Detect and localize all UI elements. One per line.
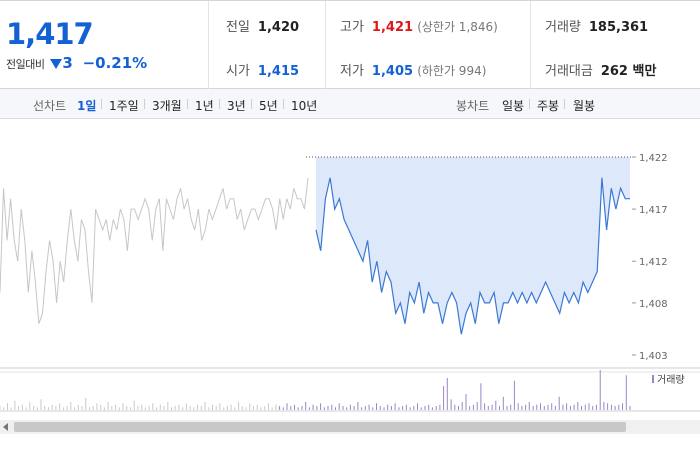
horizontal-scrollbar[interactable] — [0, 420, 700, 434]
today-area-fill — [316, 157, 630, 335]
stat-value: 1,405 — [371, 64, 414, 79]
previous-session-line — [0, 177, 309, 324]
stat-value: 1,415 — [257, 64, 300, 79]
stat-low: 저가 1,405 (하한가 994) — [340, 60, 486, 79]
stat-value: 185,361 — [588, 20, 649, 35]
scrollbar-thumb[interactable] — [14, 422, 626, 432]
y-axis-ticks: 1,422 1,417 1,412 1,408 1,403 — [632, 153, 668, 362]
line-chart-label: 선차트 — [33, 99, 67, 113]
y-tick-label: 1,408 — [639, 299, 668, 310]
separator — [144, 99, 145, 109]
lower-limit-text: (하한가 994) — [417, 64, 487, 78]
period-1y[interactable]: 1년 — [195, 99, 214, 113]
volume-legend-label: 거래량 — [657, 374, 685, 386]
separator — [187, 99, 188, 109]
period-3y[interactable]: 3년 — [227, 99, 246, 113]
stat-label: 거래량 — [545, 20, 581, 35]
previous-session-series — [0, 177, 309, 324]
upper-limit-text: (상한가 1,846) — [417, 20, 498, 34]
period-1d[interactable]: 1일 — [77, 99, 97, 113]
volume-legend-swatch — [652, 375, 654, 383]
stat-label: 거래대금 — [545, 64, 593, 79]
period-1w[interactable]: 1주일 — [109, 99, 139, 113]
stats-table: 전일 1,420 시가 1,415 고가 1,421 (상한가 1,846) 저가 1,… — [210, 1, 700, 89]
period-5y[interactable]: 5년 — [259, 99, 278, 113]
today-price-line — [315, 177, 630, 335]
stat-value: 1,421 — [371, 20, 414, 35]
change-label: 전일대비 — [6, 58, 45, 71]
stat-high: 고가 1,421 (상한가 1,846) — [340, 16, 498, 35]
stats-column-1: 전일 1,420 시가 1,415 — [210, 1, 325, 89]
scroll-left-icon[interactable] — [3, 423, 8, 431]
stat-prev-close: 전일 1,420 — [226, 16, 299, 35]
candle-weekly[interactable]: 주봉 — [537, 99, 560, 113]
y-tick-label: 1,403 — [639, 351, 668, 362]
current-price-box: 1,417 전일대비 3 −0.21% — [0, 1, 209, 89]
stat-label: 고가 — [340, 20, 364, 35]
stat-label: 전일 — [226, 20, 250, 35]
stat-value: 1,420 — [257, 20, 300, 35]
separator — [219, 99, 220, 109]
stat-label: 시가 — [226, 64, 250, 79]
y-tick-label: 1,412 — [639, 257, 668, 268]
period-10y[interactable]: 10년 — [291, 99, 318, 113]
separator — [529, 99, 530, 109]
candle-chart-label: 봉차트 — [456, 99, 490, 113]
chart-grid — [0, 367, 700, 412]
separator — [101, 99, 102, 109]
price-chart: 1,422 1,417 1,412 1,408 1,403 거래량 — [0, 153, 700, 412]
down-arrow-icon — [50, 59, 63, 69]
candle-monthly[interactable]: 월봉 — [573, 99, 596, 113]
candle-daily[interactable]: 일봉 — [502, 99, 525, 113]
y-tick-label: 1,417 — [639, 205, 668, 216]
current-price: 1,417 — [6, 17, 94, 51]
change-percent: −0.21% — [82, 54, 148, 72]
stat-open: 시가 1,415 — [226, 60, 299, 79]
change-value: 3 — [62, 54, 73, 72]
y-tick-label: 1,422 — [639, 153, 668, 164]
stat-label: 저가 — [340, 64, 364, 79]
today-series — [306, 156, 632, 335]
separator — [251, 99, 252, 109]
separator — [283, 99, 284, 109]
stat-turnover: 거래대금 262 백만 — [545, 60, 656, 79]
volume-panel: 거래량 — [0, 370, 685, 410]
quote-panel: 1,417 전일대비 3 −0.21% 전일 1,420 시가 1,415 고가 1,… — [0, 0, 700, 89]
stats-column-3: 거래량 185,361 거래대금 262 백만 — [530, 1, 700, 89]
period-3m[interactable]: 3개월 — [152, 99, 182, 113]
separator — [564, 99, 565, 109]
change-row: 전일대비 3 −0.21% — [6, 54, 147, 72]
period-selector-bar: 선차트 1일 1주일 3개월 1년 3년 5년 10년 봉차트 일봉 주봉 월봉 — [0, 89, 700, 119]
stat-volume: 거래량 185,361 — [545, 16, 648, 35]
stat-value: 262 백만 — [600, 64, 657, 79]
stats-column-2: 고가 1,421 (상한가 1,846) 저가 1,405 (하한가 994) — [325, 1, 530, 89]
